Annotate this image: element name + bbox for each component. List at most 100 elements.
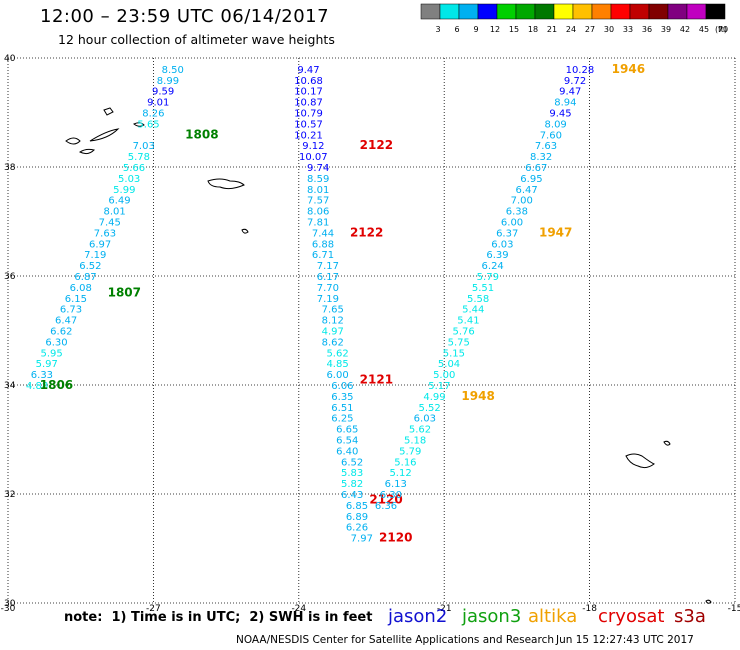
colorbar-label: 12 <box>490 25 500 34</box>
colorbar-label: 27 <box>585 25 595 34</box>
swh-value: 5.15 <box>443 348 465 359</box>
island-outline <box>133 122 145 127</box>
swh-value: 6.37 <box>496 228 518 239</box>
swh-value: 5.65 <box>137 119 159 130</box>
chart-title: 12:00 – 23:59 UTC 06/14/2017 <box>40 6 330 27</box>
x-tick-label: -18 <box>582 604 597 614</box>
pass-label: 1948 <box>461 389 494 403</box>
swh-value: 6.54 <box>336 436 358 447</box>
swh-value: 6.36 <box>375 501 397 512</box>
swh-value: 6.38 <box>506 207 528 218</box>
swh-value: 9.01 <box>147 98 169 109</box>
swh-value: 5.97 <box>36 359 58 370</box>
legend-jason2: jason2 <box>388 606 448 627</box>
generated-timestamp: Jun 15 12:27:43 UTC 2017 <box>556 634 694 646</box>
credit-line: NOAA/NESDIS Center for Satellite Applica… <box>236 634 554 646</box>
x-tick-label: -21 <box>437 604 452 614</box>
swh-value: 5.18 <box>404 436 426 447</box>
swh-value: 8.12 <box>322 316 344 327</box>
pass-label: 2122 <box>350 225 383 239</box>
colorbar-label: 39 <box>661 25 671 34</box>
swh-value: 6.85 <box>346 501 368 512</box>
swh-value: 8.99 <box>157 76 179 87</box>
colorbar-label: 21 <box>547 25 557 34</box>
colorbar-label: 18 <box>528 25 538 34</box>
y-tick-label: 30 <box>4 599 16 609</box>
swh-value: 5.51 <box>472 283 494 294</box>
colorbar-label: 42 <box>680 25 690 34</box>
swh-value: 5.17 <box>428 381 450 392</box>
swh-value: 6.73 <box>60 305 82 316</box>
colorbar-label: 24 <box>566 25 576 34</box>
swh-value: 8.06 <box>307 207 329 218</box>
swh-value: 6.33 <box>31 370 53 381</box>
axes: -30 -27 -24 -21 -18 -15 30 32 34 36 38 40 <box>1 54 740 614</box>
colorbar-swatch <box>458 3 479 20</box>
colorbar-label: 9 <box>473 25 478 34</box>
swh-value: 8.32 <box>530 152 552 163</box>
swh-value: 7.70 <box>317 283 339 294</box>
swh-value: 4.88 <box>26 381 48 392</box>
swh-value: 5.75 <box>448 337 470 348</box>
swh-value: 7.63 <box>94 228 116 239</box>
swh-value: 6.47 <box>55 316 77 327</box>
swh-value: 6.26 <box>346 523 368 534</box>
colorbar-label: 45 <box>699 25 709 34</box>
pass-label: 2120 <box>369 492 402 506</box>
swh-value: 10.57 <box>294 119 323 130</box>
swh-value: 5.66 <box>123 163 145 174</box>
swh-value: 6.71 <box>312 250 334 261</box>
swh-value: 7.44 <box>312 228 334 239</box>
swh-value: 6.15 <box>65 294 87 305</box>
swh-value: 5.03 <box>118 174 140 185</box>
swh-value: 8.01 <box>103 207 125 218</box>
swh-value: 10.17 <box>294 87 323 98</box>
swh-value: 9.74 <box>307 163 329 174</box>
swh-value: 5.82 <box>341 479 363 490</box>
swh-value: 6.62 <box>50 327 72 338</box>
swh-value: 10.79 <box>294 109 323 120</box>
x-tick-label: -30 <box>1 604 16 614</box>
swh-value: 5.62 <box>326 348 348 359</box>
swh-value: 4.85 <box>326 359 348 370</box>
swh-value: 7.63 <box>535 141 557 152</box>
colorbar-unit: (ft) <box>715 25 727 34</box>
island-outline <box>663 440 671 446</box>
colorbar-swatch <box>667 3 688 20</box>
x-tick-label: -24 <box>291 604 306 614</box>
pass-label: 2122 <box>360 138 393 152</box>
colorbar-swatch <box>534 3 555 20</box>
swh-value: 5.79 <box>399 446 421 457</box>
colorbar-label: 15 <box>509 25 519 34</box>
island-outline <box>65 137 81 145</box>
swh-value: 8.09 <box>545 119 567 130</box>
swh-value: 6.52 <box>79 261 101 272</box>
swh-value: 5.04 <box>438 359 460 370</box>
swh-value: 6.51 <box>331 403 353 414</box>
colorbar-label: 30 <box>604 25 614 34</box>
swh-value: 4.99 <box>423 392 445 403</box>
swh-value: 7.17 <box>317 261 339 272</box>
swh-value: 9.59 <box>152 87 174 98</box>
swh-value: 6.40 <box>336 446 358 457</box>
swh-value: 5.52 <box>419 403 441 414</box>
pass-label: 1946 <box>612 62 645 76</box>
swh-value: 6.13 <box>385 479 407 490</box>
swh-value: 9.47 <box>559 87 581 98</box>
island-outline <box>79 148 95 155</box>
y-tick-label: 36 <box>4 272 16 282</box>
swh-value: 7.57 <box>307 196 329 207</box>
legend-cryosat: cryosat <box>598 606 665 627</box>
island-outline <box>705 599 712 604</box>
swh-value: 9.12 <box>302 141 324 152</box>
swh-value: 7.19 <box>84 250 106 261</box>
swh-value: 9.47 <box>297 65 319 76</box>
swh-value: 5.79 <box>477 272 499 283</box>
swh-value: 8.50 <box>162 65 184 76</box>
swh-value: 7.45 <box>99 218 121 229</box>
swh-value: 5.44 <box>462 305 484 316</box>
colorbar-swatch <box>591 3 612 20</box>
swh-value: 5.00 <box>433 370 455 381</box>
swh-value: 6.00 <box>326 370 348 381</box>
swh-value: 6.49 <box>108 196 130 207</box>
